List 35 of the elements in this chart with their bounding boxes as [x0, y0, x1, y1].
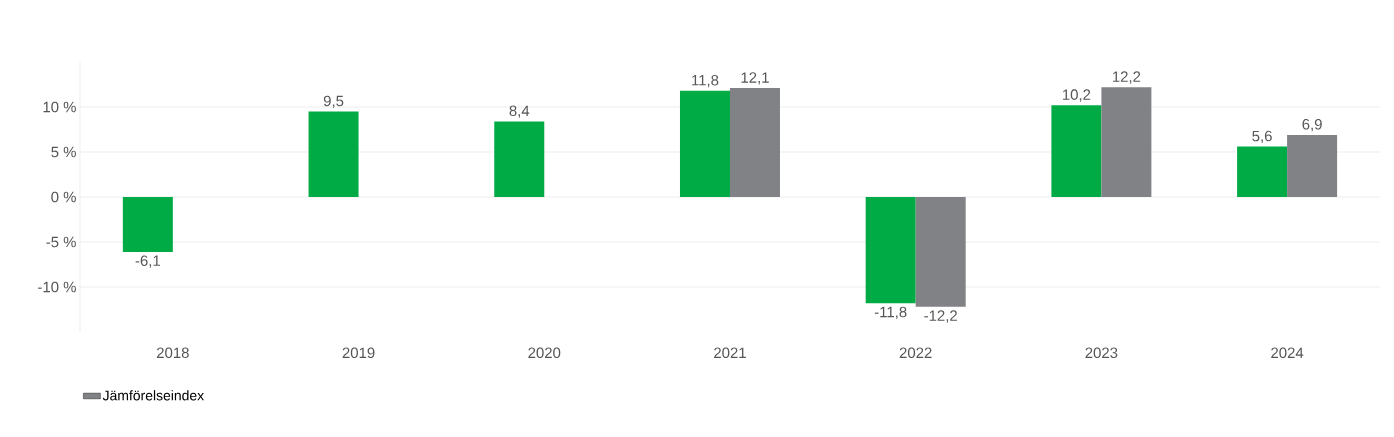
data-label: -11,8 [874, 306, 907, 320]
data-label: 6,9 [1302, 119, 1322, 132]
bar [915, 197, 966, 307]
bar [122, 197, 173, 252]
x-tick-label: 2020 [528, 347, 561, 359]
bar [494, 121, 545, 197]
data-label: 9,5 [323, 95, 344, 108]
bar [679, 90, 730, 197]
x-tick-label: 2021 [714, 347, 746, 359]
x-tick-label: 2018 [156, 347, 189, 359]
y-tick-label: -10 % [38, 281, 76, 293]
x-tick-label: 2024 [1271, 347, 1304, 359]
bar [1237, 146, 1288, 197]
bar [308, 111, 359, 197]
bar [1101, 87, 1152, 197]
x-tick-label: 2019 [342, 347, 375, 359]
x-tick-label: 2022 [899, 347, 932, 359]
y-tick-label: -5 % [46, 236, 76, 248]
y-tick-label: 10 % [43, 101, 76, 113]
data-label: 8,4 [509, 105, 530, 118]
bar [1287, 134, 1338, 197]
data-label: 12,2 [1112, 71, 1141, 84]
data-label: 10,2 [1062, 89, 1091, 102]
y-tick-label: 0 % [51, 191, 76, 203]
bar [865, 197, 916, 304]
bar [729, 88, 780, 197]
data-label: -6,1 [135, 255, 160, 268]
bar [1051, 105, 1102, 197]
data-label: 11,8 [692, 74, 719, 88]
y-tick-label: 5 % [51, 146, 76, 158]
x-tick-label: 2023 [1085, 347, 1118, 359]
data-label: -12,2 [924, 310, 957, 323]
data-label: 12,1 [741, 72, 769, 85]
data-label: 5,6 [1252, 130, 1272, 144]
legend-label: Jämförelseindex [102, 390, 204, 401]
